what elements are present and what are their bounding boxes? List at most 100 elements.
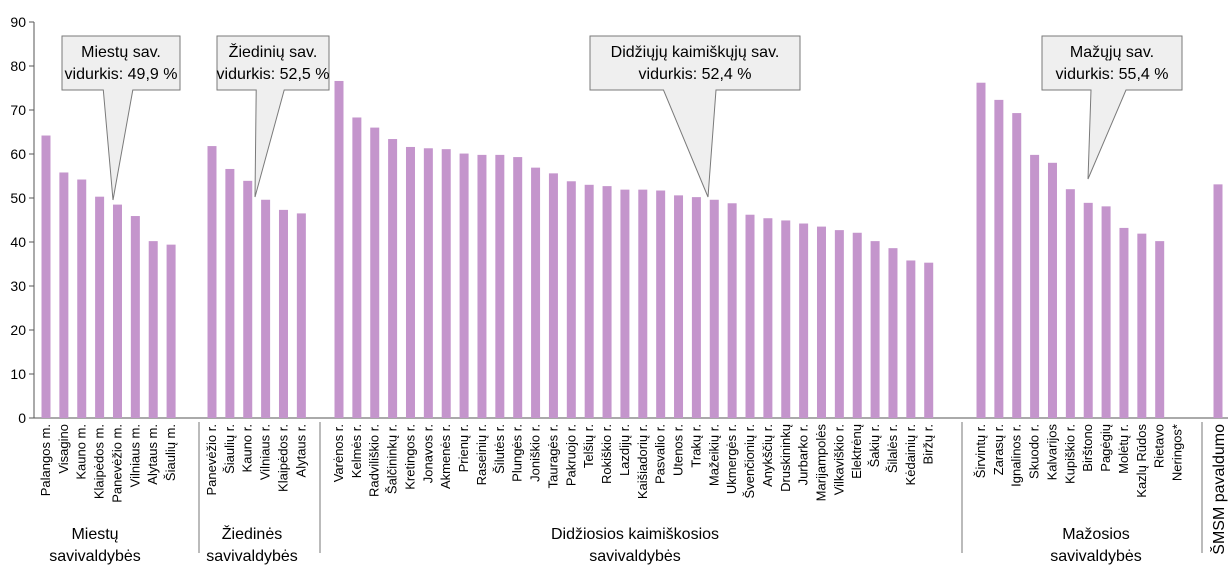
category-label: Utenos r. bbox=[671, 424, 686, 476]
callout-text: Didžiųjų kaimiškųjų sav. bbox=[611, 44, 780, 61]
callout-bubble bbox=[216, 35, 330, 198]
category-label: Birštono bbox=[1080, 424, 1095, 472]
category-label: Kretingos r. bbox=[402, 424, 417, 490]
bar bbox=[207, 146, 217, 418]
group-label: savivaldybės bbox=[589, 548, 681, 565]
category-label: Pakruojo r. bbox=[563, 424, 578, 486]
category-label: Marijampolės bbox=[813, 424, 828, 502]
group-label: Žiedinės bbox=[222, 524, 282, 543]
category-label: Tauragės r. bbox=[545, 424, 560, 488]
bar bbox=[548, 173, 558, 418]
category-label: Vilniaus m. bbox=[127, 424, 142, 487]
y-tick-label: 90 bbox=[10, 14, 26, 30]
category-label: Panevėžio m. bbox=[109, 424, 124, 503]
bar bbox=[870, 241, 880, 418]
callout-text: Miestų sav. bbox=[81, 44, 161, 61]
bar bbox=[602, 186, 612, 418]
average-callouts: Miestų sav. vidurkis: 49,9 % Žiedinių sav.… bbox=[61, 35, 1183, 201]
bar bbox=[531, 167, 541, 418]
bar bbox=[1083, 202, 1093, 418]
bar bbox=[513, 157, 523, 418]
bar bbox=[243, 180, 253, 418]
bar bbox=[781, 220, 791, 418]
bar bbox=[95, 196, 105, 418]
bar bbox=[334, 80, 344, 419]
callout-text: vidurkis: 55,4 % bbox=[1056, 66, 1169, 83]
bar bbox=[816, 226, 826, 418]
bar bbox=[459, 153, 469, 418]
bar bbox=[994, 99, 1004, 418]
category-label: Rokiškio r. bbox=[599, 424, 614, 484]
bar bbox=[656, 190, 666, 418]
category-label: Anykščių r. bbox=[760, 424, 775, 487]
bar bbox=[388, 139, 398, 419]
category-label: Prienų r. bbox=[456, 424, 471, 472]
category-label: Plungės r. bbox=[510, 424, 525, 482]
category-label: Alytaus r. bbox=[293, 424, 308, 477]
bar bbox=[1213, 184, 1223, 418]
category-label: Ignalinos r. bbox=[1009, 424, 1024, 487]
category-label: Joniškio r. bbox=[528, 424, 543, 482]
category-label: Raseinių r. bbox=[474, 424, 489, 485]
bar bbox=[352, 117, 362, 418]
callout-text: Žiedinių sav. bbox=[229, 42, 318, 61]
bar bbox=[41, 135, 51, 418]
y-tick-label: 60 bbox=[10, 146, 26, 162]
category-label: Šiaulių m. bbox=[163, 424, 178, 481]
group-label: savivaldybės bbox=[1050, 548, 1142, 565]
bar bbox=[745, 214, 755, 418]
callout-bubble bbox=[1041, 35, 1183, 180]
y-tick-label: 70 bbox=[10, 102, 26, 118]
category-label: Kalvarijos bbox=[1044, 424, 1059, 481]
category-label: Akmenės r. bbox=[438, 424, 453, 489]
category-label: Druskininkų bbox=[778, 424, 793, 492]
category-label: Biržų r. bbox=[921, 424, 936, 464]
bar bbox=[130, 216, 140, 418]
category-label: Kauno m. bbox=[74, 424, 89, 480]
category-label: Alytaus m. bbox=[145, 424, 160, 485]
category-label: Neringos* bbox=[1170, 424, 1185, 481]
callout-text: vidurkis: 49,9 % bbox=[65, 66, 178, 83]
bar bbox=[799, 223, 809, 418]
bar bbox=[112, 204, 122, 418]
bar bbox=[976, 82, 986, 418]
bar bbox=[1155, 241, 1165, 418]
group-label: Miestų bbox=[71, 526, 118, 543]
bar bbox=[763, 218, 773, 418]
bar bbox=[441, 149, 451, 418]
bar bbox=[566, 181, 576, 418]
bars bbox=[41, 80, 1223, 419]
y-tick-label: 50 bbox=[10, 190, 26, 206]
category-label: Kazlų Rūdos bbox=[1134, 424, 1149, 498]
bar bbox=[584, 184, 594, 418]
category-label: Kelmės r. bbox=[349, 424, 364, 478]
bar bbox=[1030, 154, 1040, 418]
callout-text: vidurkis: 52,5 % bbox=[217, 66, 330, 83]
bar bbox=[620, 189, 630, 418]
category-label: Trakų r. bbox=[688, 424, 703, 468]
category-label: Varėnos r. bbox=[331, 424, 346, 482]
category-label: Kėdainių r. bbox=[903, 424, 918, 485]
category-label: Jurbarko r. bbox=[796, 424, 811, 485]
bar bbox=[691, 197, 701, 418]
bar bbox=[495, 154, 505, 418]
bar bbox=[166, 244, 176, 418]
bar bbox=[225, 168, 235, 418]
category-label: Šilalės r. bbox=[885, 424, 900, 473]
bar bbox=[852, 232, 862, 418]
bar bbox=[423, 148, 433, 418]
group-label: savivaldybės bbox=[206, 548, 298, 565]
bar bbox=[906, 260, 916, 418]
bar bbox=[370, 127, 380, 418]
category-label: Kupiškio r. bbox=[1062, 424, 1077, 484]
category-label: Pagėgių bbox=[1098, 424, 1113, 472]
category-label: Vilkaviškio r. bbox=[831, 424, 846, 495]
category-label: Klaipėdos r. bbox=[275, 424, 290, 492]
bar bbox=[1137, 233, 1147, 418]
category-label: Kaišiadorių r. bbox=[635, 424, 650, 499]
y-tick-label: 10 bbox=[10, 366, 26, 382]
category-label: Skuodo r. bbox=[1027, 424, 1042, 479]
category-label: Pasvalio r. bbox=[653, 424, 668, 484]
category-label: Telšių r. bbox=[581, 424, 596, 468]
